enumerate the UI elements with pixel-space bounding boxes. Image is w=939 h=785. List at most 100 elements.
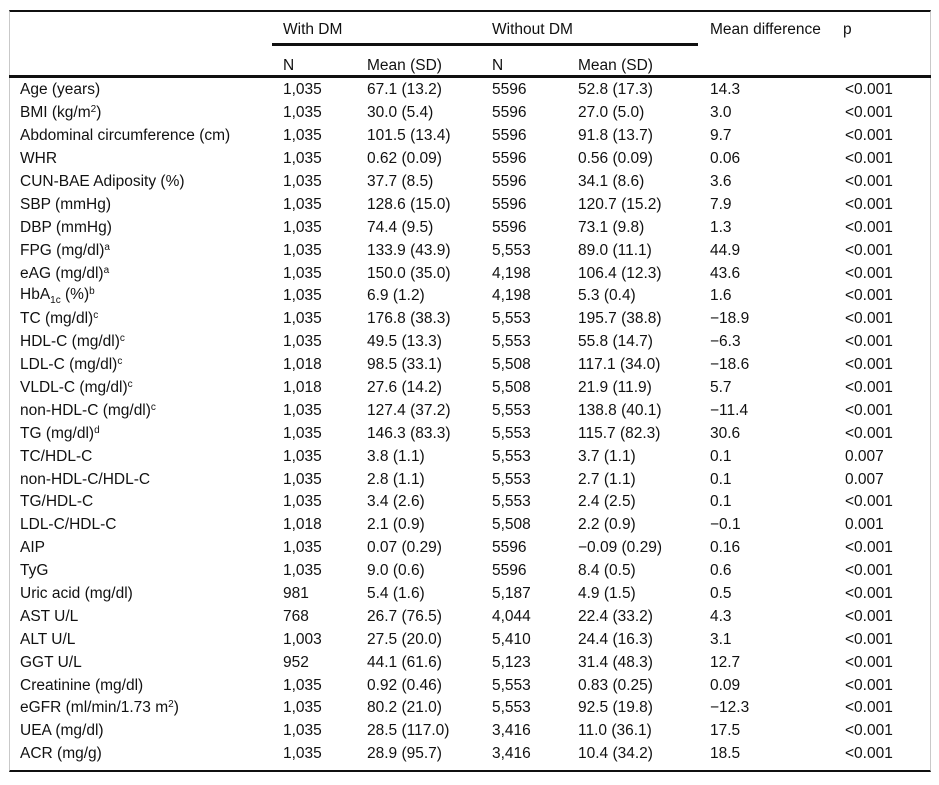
row-label: Creatinine (mg/dl) xyxy=(20,676,144,694)
row-label: TG (mg/dl)d xyxy=(20,424,100,442)
column-header-p: p xyxy=(843,21,852,38)
with-dm-n: 981 xyxy=(283,585,309,603)
mean-difference: 3.0 xyxy=(710,104,732,122)
without-dm-mean-sd: 52.8 (17.3) xyxy=(578,81,653,99)
mean-difference: −18.9 xyxy=(710,310,750,328)
table-row: DBP (mmHg) 1,035 74.4 (9.5) 5596 73.1 (9.8) 1… xyxy=(10,216,930,239)
with-dm-n: 1,035 xyxy=(283,81,322,99)
without-dm-mean-sd: 92.5 (19.8) xyxy=(578,699,653,717)
mean-difference: 3.6 xyxy=(710,173,732,190)
without-dm-n: 5,187 xyxy=(492,585,531,603)
without-dm-mean-sd: 8.4 (0.5) xyxy=(578,562,636,580)
without-dm-mean-sd: 2.4 (2.5) xyxy=(578,493,636,511)
without-dm-n: 5,553 xyxy=(492,241,531,259)
p-value: <0.001 xyxy=(845,150,893,168)
mean-difference: 12.7 xyxy=(710,653,741,671)
row-label: AST U/L xyxy=(20,607,79,625)
p-value: <0.001 xyxy=(845,104,893,122)
without-dm-n: 3,416 xyxy=(492,722,531,740)
table-row: Creatinine (mg/dl) 1,035 0.92 (0.46) 5,553 0… xyxy=(10,674,930,697)
without-dm-n: 5596 xyxy=(492,104,527,122)
p-value: <0.001 xyxy=(845,287,893,305)
without-dm-mean-sd: 0.56 (0.09) xyxy=(578,150,653,168)
table-row: Abdominal circumference (cm) 1,035 101.5 (… xyxy=(10,125,930,148)
mean-difference: 0.06 xyxy=(710,150,741,168)
row-label: WHR xyxy=(20,150,58,168)
mean-difference: 0.1 xyxy=(710,470,732,488)
mean-difference: 0.1 xyxy=(710,447,732,465)
table-row: TyG 1,035 9.0 (0.6) 5596 8.4 (0.5) 0.6 <0.001 xyxy=(10,560,930,583)
without-dm-n: 3,416 xyxy=(492,745,531,763)
with-dm-n: 1,003 xyxy=(283,630,322,648)
without-dm-mean-sd: 11.0 (36.1) xyxy=(578,722,652,740)
with-dm-mean-sd: 3.4 (2.6) xyxy=(367,493,425,511)
with-dm-n: 1,035 xyxy=(283,310,322,328)
without-dm-mean-sd: 24.4 (16.3) xyxy=(578,630,653,648)
with-dm-n: 1,035 xyxy=(283,676,322,694)
with-dm-n: 1,035 xyxy=(283,539,322,557)
table-row: AST U/L 768 26.7 (76.5) 4,044 22.4 (33.2) 4.3… xyxy=(10,605,930,628)
table-row: CUN-BAE Adiposity (%) 1,035 37.7 (8.5) 5596… xyxy=(10,171,930,194)
table-row: ALT U/L 1,003 27.5 (20.0) 5,410 24.4 (16.3) 3… xyxy=(10,628,930,651)
with-dm-mean-sd: 80.2 (21.0) xyxy=(367,699,442,717)
with-dm-mean-sd: 6.9 (1.2) xyxy=(367,287,425,305)
without-dm-mean-sd: 10.4 (34.2) xyxy=(578,745,653,763)
with-dm-n: 1,035 xyxy=(283,722,322,740)
mean-difference: 30.6 xyxy=(710,424,741,442)
with-dm-n: 1,035 xyxy=(283,470,322,488)
without-dm-mean-sd: 55.8 (14.7) xyxy=(578,333,653,351)
with-dm-n: 1,035 xyxy=(283,699,322,717)
p-value: 0.001 xyxy=(845,516,884,534)
row-label: ALT U/L xyxy=(20,630,76,648)
table-row: FPG (mg/dl)a 1,035 133.9 (43.9) 5,553 89.0 (… xyxy=(10,239,930,262)
table-row: TG (mg/dl)d 1,035 146.3 (83.3) 5,553 115.7 (… xyxy=(10,422,930,445)
without-dm-mean-sd: 195.7 (38.8) xyxy=(578,310,662,328)
with-dm-n: 1,035 xyxy=(283,218,322,236)
p-value: <0.001 xyxy=(845,379,893,397)
row-label: eGFR (ml/min/1.73 m2) xyxy=(20,699,179,717)
mean-difference: −6.3 xyxy=(710,333,741,351)
with-dm-mean-sd: 98.5 (33.1) xyxy=(367,356,442,374)
without-dm-mean-sd: 21.9 (11.9) xyxy=(578,379,652,397)
table-row: Age (years) 1,035 67.1 (13.2) 5596 52.8 (17.… xyxy=(10,79,930,102)
row-label: Abdominal circumference (cm) xyxy=(20,127,231,145)
with-dm-mean-sd: 0.07 (0.29) xyxy=(367,539,442,557)
without-dm-mean-sd: 22.4 (33.2) xyxy=(578,607,653,625)
p-value: 0.007 xyxy=(845,447,884,465)
without-dm-n: 5,410 xyxy=(492,630,531,648)
without-dm-mean-sd: 117.1 (34.0) xyxy=(578,356,661,374)
table-row: non-HDL-C (mg/dl)c 1,035 127.4 (37.2) 5,553… xyxy=(10,399,930,422)
mean-difference: −18.6 xyxy=(710,356,750,374)
group-header-without-dm: Without DM xyxy=(492,21,573,38)
without-dm-n: 5596 xyxy=(492,195,527,213)
without-dm-n: 5,553 xyxy=(492,310,531,328)
group-header-with-dm: With DM xyxy=(283,21,343,38)
with-dm-mean-sd: 28.5 (117.0) xyxy=(367,722,450,740)
without-dm-n: 5,553 xyxy=(492,333,531,351)
row-label: non-HDL-C (mg/dl)c xyxy=(20,401,156,419)
with-dm-mean-sd: 44.1 (61.6) xyxy=(367,653,442,671)
with-dm-mean-sd: 150.0 (35.0) xyxy=(367,264,451,282)
p-value: <0.001 xyxy=(845,173,893,190)
table-row: VLDL-C (mg/dl)c 1,018 27.6 (14.2) 5,508 21.9… xyxy=(10,377,930,400)
without-dm-mean-sd: 89.0 (11.1) xyxy=(578,241,652,259)
row-label: FPG (mg/dl)a xyxy=(20,241,110,259)
table-row: Uric acid (mg/dl) 981 5.4 (1.6) 5,187 4.9 (1… xyxy=(10,583,930,606)
data-table: Age (years) 1,035 67.1 (13.2) 5596 52.8 (17.… xyxy=(10,79,930,766)
with-dm-mean-sd: 133.9 (43.9) xyxy=(367,241,451,259)
with-dm-n: 1,035 xyxy=(283,241,322,259)
without-dm-mean-sd: 115.7 (82.3) xyxy=(578,424,661,442)
row-label: AIP xyxy=(20,539,45,557)
row-label: GGT U/L xyxy=(20,653,82,671)
mean-difference: 0.1 xyxy=(710,493,732,511)
without-dm-n: 5596 xyxy=(492,539,527,557)
table-row: HbA1c (%)b 1,035 6.9 (1.2) 4,198 5.3 (0.4) 1.… xyxy=(10,285,930,308)
table-row: BMI (kg/m2) 1,035 30.0 (5.4) 5596 27.0 (5.0)… xyxy=(10,102,930,125)
with-dm-mean-sd: 2.1 (0.9) xyxy=(367,516,425,534)
mean-difference: −12.3 xyxy=(710,699,750,717)
without-dm-mean-sd: 120.7 (15.2) xyxy=(578,195,662,213)
table-row: SBP (mmHg) 1,035 128.6 (15.0) 5596 120.7 (15… xyxy=(10,193,930,216)
with-dm-mean-sd: 128.6 (15.0) xyxy=(367,195,451,213)
p-value: <0.001 xyxy=(845,653,893,671)
without-dm-mean-sd: 2.2 (0.9) xyxy=(578,516,636,534)
